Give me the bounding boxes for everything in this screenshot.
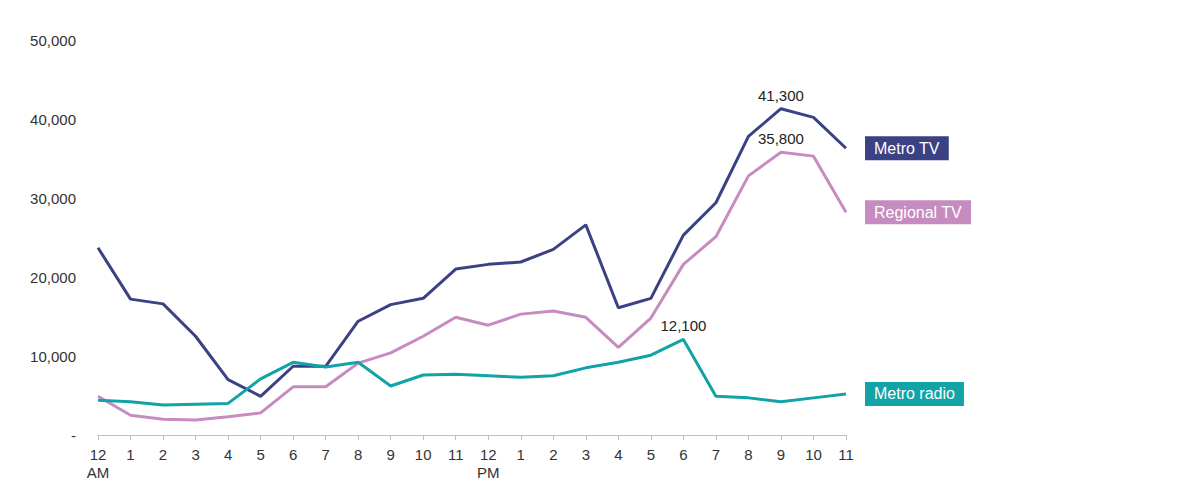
svg-text:1: 1 (517, 446, 525, 463)
svg-text:50,000: 50,000 (30, 32, 76, 49)
svg-text:2: 2 (549, 446, 557, 463)
svg-text:12: 12 (90, 446, 107, 463)
svg-text:4: 4 (224, 446, 232, 463)
svg-text:11: 11 (448, 446, 464, 463)
svg-text:4: 4 (614, 446, 622, 463)
svg-text:3: 3 (191, 446, 199, 463)
svg-text:11: 11 (838, 446, 854, 463)
svg-text:8: 8 (744, 446, 752, 463)
svg-text:30,000: 30,000 (30, 190, 76, 207)
svg-text:12: 12 (480, 446, 497, 463)
svg-text:Metro TV: Metro TV (874, 140, 940, 157)
svg-text:7: 7 (321, 446, 329, 463)
svg-text:40,000: 40,000 (30, 111, 76, 128)
svg-text:6: 6 (679, 446, 687, 463)
svg-text:35,800: 35,800 (758, 130, 804, 147)
svg-text:PM: PM (477, 464, 500, 481)
svg-text:Regional TV: Regional TV (874, 204, 962, 221)
svg-text:10: 10 (415, 446, 432, 463)
svg-text:2: 2 (159, 446, 167, 463)
svg-text:10,000: 10,000 (30, 348, 76, 365)
svg-text:6: 6 (289, 446, 297, 463)
svg-text:3: 3 (582, 446, 590, 463)
svg-text:5: 5 (647, 446, 655, 463)
svg-text:Metro radio: Metro radio (874, 385, 955, 402)
svg-text:20,000: 20,000 (30, 269, 76, 286)
svg-text:12,100: 12,100 (660, 317, 706, 334)
svg-text:5: 5 (256, 446, 264, 463)
svg-text:-: - (71, 427, 76, 444)
svg-text:8: 8 (354, 446, 362, 463)
svg-text:10: 10 (805, 446, 822, 463)
svg-text:9: 9 (387, 446, 395, 463)
svg-text:1: 1 (126, 446, 134, 463)
svg-text:7: 7 (712, 446, 720, 463)
svg-text:9: 9 (777, 446, 785, 463)
svg-text:AM: AM (87, 464, 110, 481)
svg-text:41,300: 41,300 (758, 87, 804, 104)
